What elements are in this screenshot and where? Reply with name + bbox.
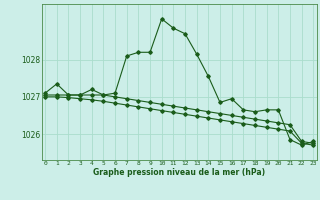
X-axis label: Graphe pression niveau de la mer (hPa): Graphe pression niveau de la mer (hPa) (93, 168, 265, 177)
